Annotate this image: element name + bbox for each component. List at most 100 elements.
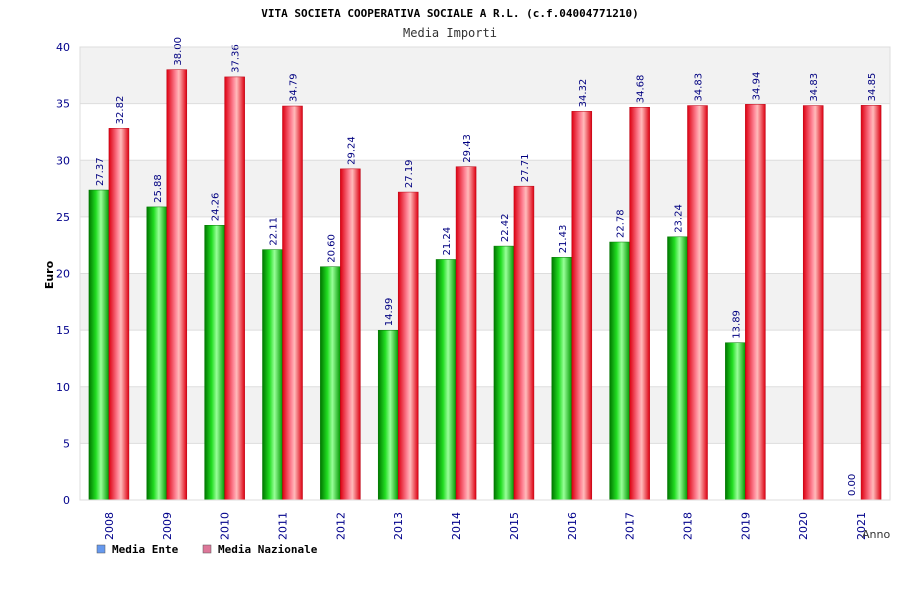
bar [166, 69, 188, 501]
data-labels: 27.37 32.82 25.88 38.00 24.26 37.36 22.11 34.79… [95, 37, 878, 496]
bar [571, 111, 593, 501]
data-label: 38.00 [173, 37, 184, 66]
plot-band [80, 443, 890, 500]
x-tick-label: 2017 [624, 512, 637, 540]
bars [88, 69, 882, 501]
bar [262, 249, 283, 501]
data-label: 22.11 [269, 217, 280, 246]
y-tick-label: 25 [56, 211, 70, 224]
legend: Media Ente Media Nazionale [96, 543, 318, 556]
data-label: 34.68 [636, 75, 647, 104]
y-tick-label: 15 [56, 324, 70, 337]
data-label: 21.24 [442, 227, 453, 256]
data-label: 34.85 [867, 73, 878, 102]
y-tick-label: 5 [63, 437, 70, 450]
plot-band [80, 216, 890, 274]
plot-band [80, 273, 890, 331]
bar [397, 191, 419, 501]
bar [802, 105, 824, 501]
plot-band [80, 386, 890, 444]
legend-swatch [202, 544, 212, 554]
y-tick-label: 20 [56, 268, 70, 281]
data-label: 34.83 [694, 73, 705, 102]
x-tick-label: 2011 [277, 512, 290, 540]
legend-label: Media Ente [112, 543, 179, 556]
x-tick-labels: 2008 2009 2010 2011 2012 2013 2014 2015 2016 2017… [103, 512, 868, 540]
data-label: 29.24 [346, 136, 357, 165]
x-tick-label: 2016 [566, 512, 579, 540]
y-tick-label: 40 [56, 41, 70, 54]
bar [667, 236, 688, 501]
y-tick-label: 30 [56, 154, 70, 167]
plot-band [80, 47, 890, 104]
y-tick-label: 10 [56, 381, 70, 394]
x-tick-label: 2008 [103, 512, 116, 540]
data-label: 37.36 [231, 44, 242, 73]
plot-band [80, 103, 890, 161]
bar [224, 76, 245, 501]
bar [108, 128, 130, 501]
bar [340, 168, 361, 501]
data-label: 24.26 [211, 193, 222, 222]
bar [377, 329, 399, 501]
chart-title: VITA SOCIETA COOPERATIVA SOCIALE A R.L. … [261, 7, 639, 20]
bar [609, 241, 630, 501]
data-label: 20.60 [326, 234, 337, 263]
data-label: 34.83 [809, 73, 820, 102]
bar [551, 257, 573, 501]
data-label: 34.79 [289, 73, 300, 102]
data-label: 23.24 [674, 204, 685, 233]
bar [493, 245, 515, 501]
x-axis-label: Anno [862, 528, 890, 541]
x-tick-label: 2009 [161, 512, 174, 540]
y-tick-label: 35 [56, 98, 70, 111]
data-label: 27.19 [404, 159, 415, 188]
bar [725, 342, 746, 501]
data-label: 22.42 [500, 213, 511, 242]
x-tick-label: 2019 [739, 512, 752, 540]
data-label: 27.37 [95, 157, 106, 186]
bar [860, 105, 882, 501]
bar [745, 104, 766, 501]
x-tick-label: 2010 [219, 512, 232, 540]
bar [282, 105, 303, 501]
bar [455, 166, 477, 501]
data-label: 14.99 [384, 298, 395, 327]
y-axis-label: Euro [43, 260, 56, 289]
data-label: 32.82 [115, 96, 126, 125]
chart-subtitle: Media Importi [403, 26, 497, 40]
axes [79, 46, 891, 501]
legend-label: Media Nazionale [218, 543, 318, 556]
x-tick-label: 2018 [682, 512, 695, 540]
x-tick-label: 2020 [797, 512, 810, 540]
x-tick-label: 2021 [855, 512, 868, 540]
bar [320, 266, 341, 501]
bar [435, 259, 457, 501]
bar [88, 189, 110, 501]
bar [146, 206, 168, 501]
bar [629, 106, 650, 501]
x-tick-label: 2015 [508, 512, 521, 540]
data-label: 29.43 [462, 134, 473, 163]
x-tick-label: 2012 [334, 512, 347, 540]
data-label: 22.78 [616, 209, 627, 238]
data-label: 21.43 [558, 225, 569, 254]
plot-band [80, 160, 890, 217]
x-tick-label: 2013 [392, 512, 405, 540]
legend-swatch [96, 544, 106, 554]
y-tick-label: 0 [63, 494, 70, 507]
data-label: 34.32 [578, 79, 589, 108]
bar [204, 225, 225, 501]
plot-border [79, 46, 891, 501]
bar [687, 105, 708, 501]
data-label: 13.89 [731, 310, 742, 339]
data-label: 25.88 [153, 174, 164, 203]
y-tick-labels: 0 5 10 15 20 25 30 35 40 [56, 41, 70, 507]
x-tick-label: 2014 [450, 512, 463, 540]
data-label: 34.94 [751, 72, 762, 101]
plot-band [80, 330, 890, 387]
data-label: 27.71 [520, 154, 531, 183]
bar [513, 185, 535, 501]
data-label: 0.00 [847, 474, 858, 496]
